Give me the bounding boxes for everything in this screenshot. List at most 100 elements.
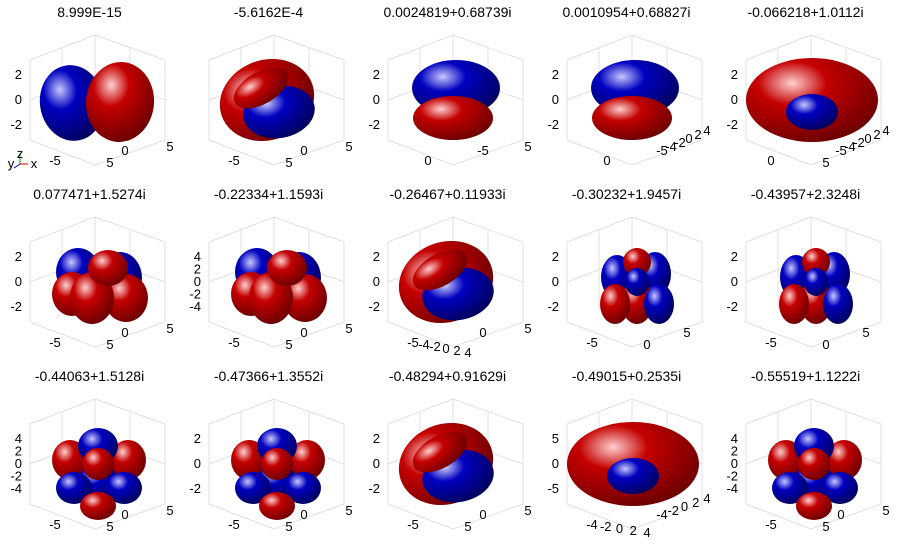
y-tick-label: 0 — [121, 143, 128, 158]
y-tick-label: -5 — [477, 143, 489, 158]
positive-lobe-7 — [259, 492, 295, 520]
y-tick-label: 4 — [882, 123, 889, 138]
x-tick-label: 5 — [285, 155, 292, 170]
z-tick-label: 0 — [15, 456, 22, 471]
isosurface-plot: 2 0 -2 -5 0 5 — [726, 216, 882, 352]
x-tick-label: -5 — [765, 517, 777, 532]
isosurface-plot: 20-2-5 50 5 — [368, 398, 532, 534]
z-tick-label: 0 — [15, 274, 22, 289]
subplot-7: -0.26467+0.11933i 2 0 -2 -5 -4 -2 0 2 4 0 5 — [358, 182, 537, 363]
negative-lobe-6 — [804, 268, 828, 296]
subplot-title: -0.066218+1.0112i — [747, 4, 864, 20]
x-tick-label: -5 — [49, 517, 61, 532]
positive-lobe-2 — [412, 431, 468, 473]
y-tick-label: 0 — [300, 507, 307, 522]
x-tick-label: 5 — [285, 337, 292, 352]
z-tick-label: 2 — [373, 249, 380, 264]
z-tick-label: -2 — [189, 481, 201, 496]
x-tick-label: 2 — [630, 523, 637, 538]
positive-lobe-1 — [592, 96, 672, 140]
z-tick-label: 0 — [373, 456, 380, 471]
y-tick-label: 5 — [345, 321, 352, 336]
y-tick-label: -2 — [667, 503, 679, 518]
x-tick-label: -5 — [49, 153, 61, 168]
subplot-title: 8.999E-15 — [57, 4, 122, 20]
z-tick-label: 4 — [731, 431, 738, 446]
y-tick-label: 2 — [873, 127, 880, 142]
z-tick-label: -4 — [189, 299, 201, 314]
negative-lobe-4 — [823, 284, 853, 324]
y-tick-label: -5 — [656, 143, 668, 158]
z-tick-label: 0 — [552, 456, 559, 471]
positive-lobe-2 — [233, 67, 289, 109]
positive-lobe-5 — [267, 250, 307, 286]
y-tick-label: 5 — [683, 325, 690, 340]
negative-lobe-4 — [644, 284, 674, 324]
z-tick-label: 2 — [15, 444, 22, 459]
subplot-title: -0.44063+1.5128i — [34, 368, 145, 384]
isosurface-plot: 20-20-5-4-2 0 2 4 — [547, 34, 711, 168]
isosurface-plot: 420-2-4-5 50 5 — [726, 398, 890, 534]
x-tick-label: 5 — [106, 519, 113, 534]
subplot-6: -0.22334+1.1593i 4 2 0 -2 -4 -5 5 0 5 — [179, 182, 358, 363]
negative-lobe-4 — [56, 472, 92, 504]
positive-lobe-3 — [779, 284, 809, 324]
positive-lobe-1 — [85, 62, 155, 142]
x-tick-label: 4 — [464, 345, 471, 360]
subplot-title: -0.55519+1.1222i — [750, 368, 861, 384]
subplot-title: -0.48294+0.91629i — [388, 368, 507, 384]
z-tick-label: 2 — [15, 249, 22, 264]
subplot-title: -0.43957+2.3248i — [750, 186, 861, 202]
positive-lobe-7 — [796, 492, 832, 520]
subplot-4: -0.066218+1.0112i 2 0 -2 0 5 -5 -4 -2 0 2 4 — [716, 0, 895, 181]
z-tick-label: 2 — [731, 67, 738, 82]
negative-lobe-1 — [786, 94, 838, 130]
positive-lobe-1 — [826, 440, 862, 480]
z-tick-label: -2 — [189, 287, 201, 302]
subplot-title: -5.6162E-4 — [233, 4, 304, 20]
y-tick-label: 0 — [685, 131, 692, 146]
z-tick-label: -2 — [368, 481, 380, 496]
negative-lobe-4 — [235, 472, 271, 504]
y-tick-label: 5 — [166, 503, 173, 518]
z-tick-label: 4 — [15, 431, 22, 446]
y-tick-label: 5 — [166, 321, 173, 336]
z-tick-label: 0 — [731, 92, 738, 107]
subplot-8: -0.30232+1.9457i 2 0 -2 -5 0 5 — [537, 182, 716, 363]
z-tick-label: -5 — [547, 481, 559, 496]
x-tick-label: 0 — [603, 153, 610, 168]
isosurface-plot: 20-20 5-5-4-2 0 2 4 — [726, 34, 890, 170]
positive-lobe-1 — [413, 96, 493, 140]
z-tick-label: 0 — [552, 92, 559, 107]
positive-lobe-5 — [623, 248, 651, 276]
y-tick-label: -4 — [656, 507, 668, 522]
z-tick-label: 0 — [194, 274, 201, 289]
y-tick-label: 0 — [479, 325, 486, 340]
subplot-2: 0.0024819+0.68739i 2 0 -2 0 -5 5 — [358, 0, 537, 181]
z-tick-label: 0 — [373, 274, 380, 289]
z-tick-label: 0 — [15, 92, 22, 107]
x-tick-label: -4 — [586, 517, 598, 532]
subplot-5: 0.077471+1.5274i 2 0 -2 -5 5 0 5 — [0, 182, 179, 363]
z-tick-label: 2 — [15, 67, 22, 82]
y-tick-label: 2 — [692, 495, 699, 510]
negative-lobe-1 — [607, 458, 659, 494]
positive-lobe-6 — [261, 448, 293, 480]
isosurface-plot: -5 50 5 — [208, 34, 353, 170]
subplot-title: -0.22334+1.1593i — [213, 186, 324, 202]
subplot-title: 0.0010954+0.68827i — [562, 4, 691, 20]
y-tick-label: 0 — [681, 499, 688, 514]
z-tick-label: 0 — [552, 274, 559, 289]
y-tick-label: 5 — [345, 503, 352, 518]
isosurface-plot: 420-2-4-5 50 5 — [189, 216, 353, 352]
negative-lobe-6 — [625, 268, 649, 296]
subplot-0: 8.999E-15 2 0 -2 -5 5 0 5 y z x — [0, 0, 179, 181]
y-tick-label: 0 — [479, 507, 486, 522]
z-tick-label: 2 — [194, 262, 201, 277]
z-tick-label: 5 — [552, 431, 559, 446]
x-tick-label: -5 — [765, 335, 777, 350]
positive-lobe-3 — [600, 284, 630, 324]
isosurface-plot: 20-2-5 50 5 — [189, 398, 353, 534]
isosurface-plot: 2 0 -2 -5 0 5 — [547, 216, 703, 352]
